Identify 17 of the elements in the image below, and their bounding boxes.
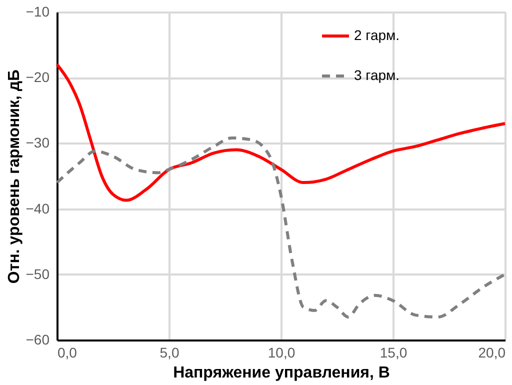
- y-tick-label: −20: [26, 69, 50, 86]
- x-tick-label: 5,0: [160, 344, 180, 360]
- legend-label: 3 гарм.: [354, 67, 400, 83]
- y-tick-label: −30: [26, 134, 50, 151]
- x-tick-label: 0,0: [58, 344, 78, 360]
- x-tick-label: 10,0: [268, 344, 296, 360]
- line-series: [56, 136, 506, 319]
- y-axis-title: Отн. уровень гармоник, дБ: [6, 69, 23, 284]
- legend-label: 2 гарм.: [354, 27, 400, 43]
- x-tick-label: 15,0: [380, 344, 408, 360]
- y-tick-label: −50: [26, 266, 50, 282]
- line-series: [56, 62, 506, 202]
- y-tick-label: −40: [26, 200, 50, 216]
- x-tick-label: 20,0: [478, 344, 506, 360]
- y-tick-label: −10: [26, 4, 50, 20]
- x-axis-title: Напряжение управления, В: [173, 364, 390, 382]
- y-tick-label: −60: [26, 332, 50, 348]
